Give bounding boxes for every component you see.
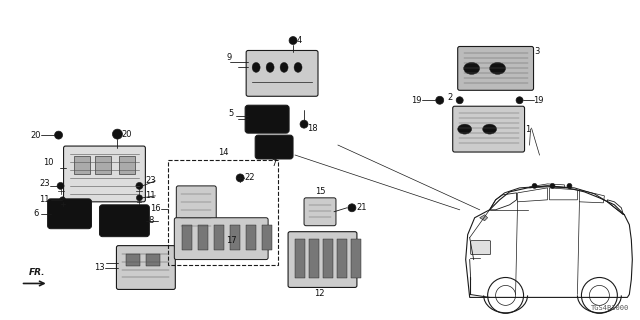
Circle shape (516, 97, 523, 104)
Ellipse shape (458, 124, 472, 134)
Text: 6: 6 (33, 209, 38, 218)
Bar (120, 156, 136, 174)
FancyBboxPatch shape (458, 46, 534, 90)
Circle shape (567, 183, 572, 188)
Ellipse shape (483, 124, 497, 134)
Polygon shape (479, 215, 488, 221)
FancyBboxPatch shape (246, 51, 318, 96)
Text: 15: 15 (315, 188, 326, 196)
FancyBboxPatch shape (174, 218, 268, 260)
Bar (214, 225, 224, 250)
Text: 8: 8 (148, 216, 154, 225)
Text: 9: 9 (227, 53, 232, 62)
Circle shape (57, 182, 64, 189)
FancyBboxPatch shape (255, 135, 293, 159)
FancyBboxPatch shape (47, 199, 92, 229)
Text: 2: 2 (448, 93, 453, 102)
Bar (262, 225, 272, 250)
Circle shape (300, 120, 308, 128)
Text: 19: 19 (412, 96, 422, 105)
Bar (230, 225, 240, 250)
FancyBboxPatch shape (176, 186, 216, 232)
Circle shape (348, 204, 356, 212)
Ellipse shape (294, 62, 302, 72)
Bar (323, 239, 333, 278)
Circle shape (289, 36, 297, 44)
Bar (337, 239, 347, 278)
Ellipse shape (280, 62, 288, 72)
Text: 4: 4 (297, 36, 302, 45)
Circle shape (436, 96, 444, 104)
FancyBboxPatch shape (63, 146, 145, 202)
Text: 22: 22 (244, 173, 255, 182)
FancyBboxPatch shape (116, 246, 175, 289)
Text: 17: 17 (226, 236, 237, 245)
Ellipse shape (252, 62, 260, 72)
Text: 11: 11 (145, 191, 156, 200)
Circle shape (60, 197, 65, 203)
Circle shape (550, 183, 555, 188)
Text: 19: 19 (534, 96, 544, 105)
Bar (246, 225, 256, 250)
Text: 23: 23 (145, 176, 156, 185)
Bar (198, 225, 208, 250)
FancyBboxPatch shape (304, 198, 336, 226)
Text: 13: 13 (94, 263, 104, 272)
Text: 1: 1 (525, 124, 531, 134)
Bar (74, 156, 90, 174)
Text: 20: 20 (122, 130, 132, 139)
Text: 10: 10 (43, 158, 54, 167)
Text: 12: 12 (314, 289, 324, 298)
Circle shape (113, 129, 122, 139)
Text: TGS4B1000: TGS4B1000 (591, 305, 629, 311)
Ellipse shape (464, 62, 479, 74)
Text: 21: 21 (356, 203, 367, 212)
Bar (351, 239, 361, 278)
FancyBboxPatch shape (245, 105, 289, 133)
Text: 20: 20 (30, 131, 40, 140)
Text: 18: 18 (307, 124, 317, 132)
FancyBboxPatch shape (452, 106, 525, 152)
FancyBboxPatch shape (470, 241, 491, 255)
Text: 14: 14 (218, 148, 228, 156)
Bar (182, 225, 192, 250)
Text: 5: 5 (228, 109, 233, 118)
Ellipse shape (266, 62, 274, 72)
Circle shape (136, 195, 142, 201)
Text: 11: 11 (39, 195, 49, 204)
Text: 7: 7 (271, 159, 276, 169)
Bar (295, 239, 305, 278)
Circle shape (136, 182, 143, 189)
Circle shape (236, 174, 244, 182)
Bar (95, 156, 111, 174)
FancyBboxPatch shape (288, 232, 357, 287)
Circle shape (532, 183, 537, 188)
Circle shape (456, 97, 463, 104)
FancyBboxPatch shape (99, 205, 149, 237)
Bar (168, 160, 278, 265)
Bar (127, 253, 140, 266)
Text: 23: 23 (39, 180, 49, 188)
Ellipse shape (490, 62, 506, 74)
Circle shape (54, 131, 63, 139)
Bar (147, 253, 161, 266)
Text: FR.: FR. (28, 268, 45, 277)
Bar (309, 239, 319, 278)
Text: 16: 16 (150, 204, 161, 213)
Text: 3: 3 (534, 47, 540, 56)
